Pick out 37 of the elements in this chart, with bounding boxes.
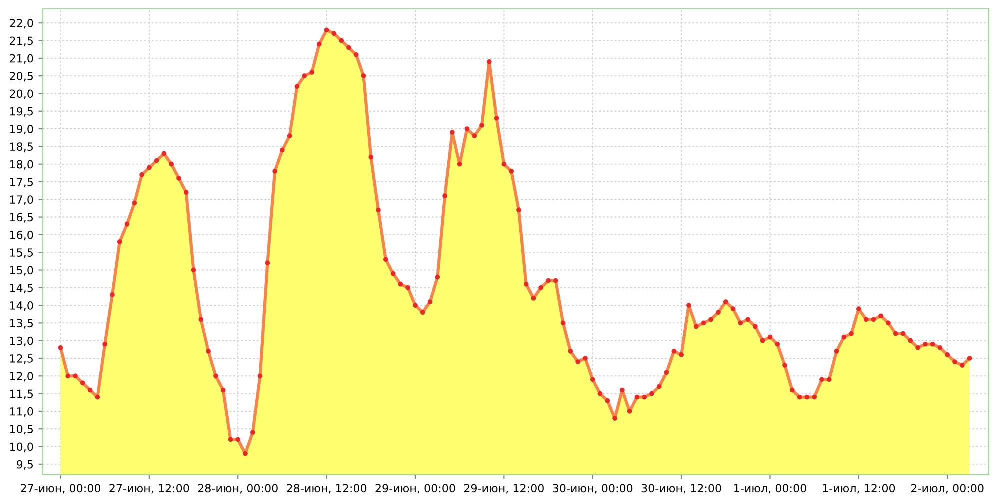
y-tick-label: 20,5	[10, 72, 33, 82]
y-tick-label: 21,5	[10, 36, 33, 46]
y-tick-label: 15,0	[10, 266, 34, 276]
y-tick-label: 11,0	[10, 407, 34, 417]
x-tick-label: 2-июл, 00:00	[912, 484, 984, 494]
x-tick-label: 28-июн, 00:00	[198, 484, 278, 494]
y-tick-label: 12,0	[10, 372, 34, 382]
x-tick-label: 27-июн, 00:00	[21, 484, 101, 494]
y-tick-label: 19,5	[10, 107, 33, 117]
y-tick-label: 10,5	[10, 425, 33, 435]
y-tick-label: 21,0	[10, 54, 34, 64]
y-tick-label: 19,0	[10, 125, 34, 135]
x-tick-label: 30-июн, 00:00	[553, 484, 633, 494]
x-tick-label: 29-июн, 12:00	[464, 484, 544, 494]
x-tick-label: 1-июл, 12:00	[823, 484, 896, 494]
x-tick-label: 1-июл, 00:00	[734, 484, 806, 494]
x-tick-label: 29-июн, 00:00	[376, 484, 456, 494]
y-tick-label: 17,0	[10, 196, 34, 206]
y-tick-label: 17,5	[10, 178, 33, 188]
y-tick-label: 11,5	[10, 390, 33, 400]
y-tick-label: 18,0	[10, 160, 34, 170]
y-tick-label: 10,0	[10, 442, 34, 452]
y-tick-label: 22,0	[10, 19, 34, 29]
y-tick-label: 12,5	[10, 354, 33, 364]
x-tick-label: 28-июн, 12:00	[287, 484, 367, 494]
y-tick-label: 9,5	[17, 460, 33, 470]
y-tick-label: 15,5	[10, 248, 33, 258]
y-tick-label: 14,5	[10, 284, 33, 294]
x-tick-label: 27-июн, 12:00	[110, 484, 190, 494]
y-tick-label: 14,0	[10, 302, 34, 312]
y-tick-label: 16,0	[10, 230, 34, 240]
y-tick-label: 18,5	[10, 142, 33, 152]
y-tick-label: 13,5	[10, 319, 33, 329]
y-tick-label: 20,0	[10, 90, 34, 100]
y-tick-label: 13,0	[10, 336, 34, 346]
y-tick-label: 16,5	[10, 213, 33, 223]
x-tick-label: 30-июн, 12:00	[642, 484, 722, 494]
